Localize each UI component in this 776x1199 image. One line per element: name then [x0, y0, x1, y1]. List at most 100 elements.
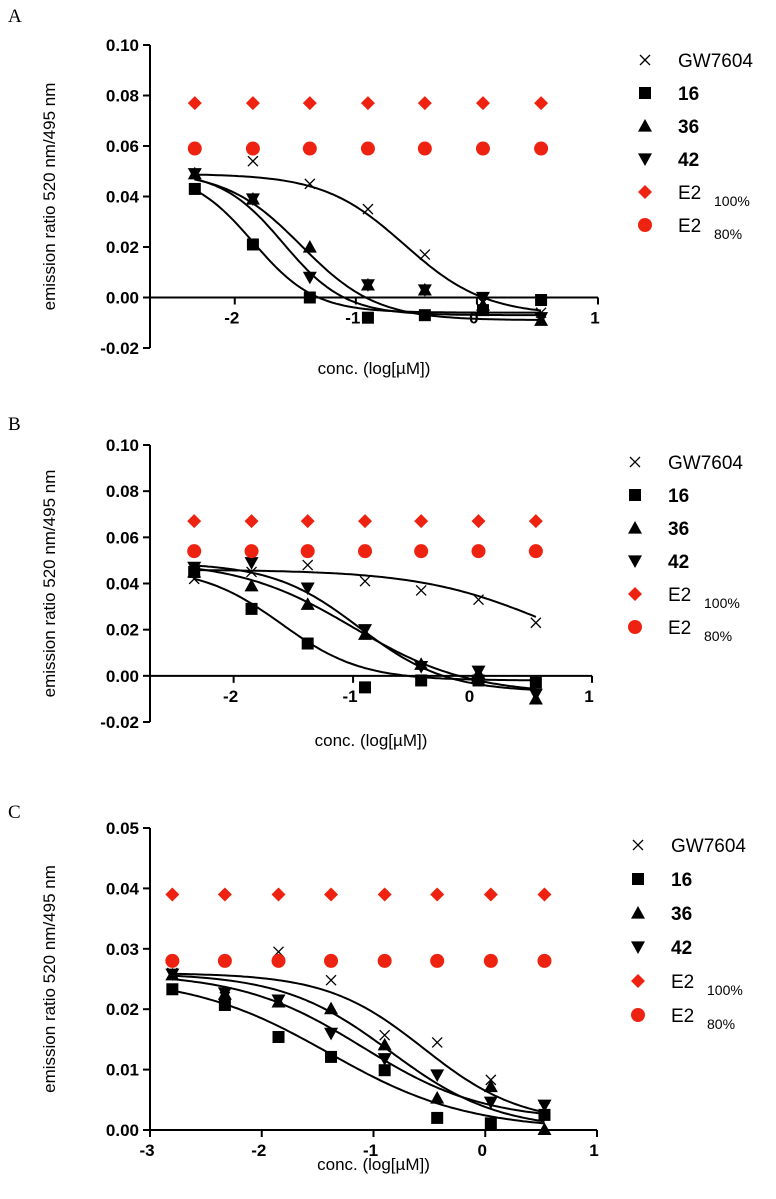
data-point-gw7604: [419, 249, 431, 261]
y-tick-label: 0.06: [106, 528, 139, 547]
legend-label: 16: [671, 870, 692, 891]
data-point-16: [415, 674, 428, 687]
data-point-42: [483, 1096, 498, 1110]
data-point-e2-100-: [537, 887, 552, 902]
x-tick-label: -1: [345, 309, 360, 328]
data-point-e2-80-: [244, 544, 259, 559]
panel-label: A: [8, 6, 22, 27]
data-point-gw7604: [246, 566, 258, 578]
data-point-gw7604: [415, 584, 427, 596]
legend-label-subscript: 80%: [707, 1016, 735, 1032]
legend-marker: [631, 941, 645, 954]
data-point-e2-80-: [475, 141, 490, 156]
fit-curve-16: [172, 989, 545, 1125]
x-tick-label: 1: [589, 1141, 598, 1160]
data-point-e2-80-: [165, 953, 180, 968]
data-point-16: [303, 291, 316, 304]
legend-label: GW7604: [668, 453, 743, 474]
y-tick-label: 0.10: [106, 36, 139, 55]
legend-label: E2: [671, 1006, 694, 1027]
fit-curve-42: [172, 978, 545, 1115]
data-point-e2-100-: [414, 514, 429, 529]
legend-label-subscript: 80%: [704, 628, 732, 644]
data-point-e2-100-: [471, 514, 486, 529]
x-tick-label: 1: [590, 309, 599, 328]
data-point-42: [245, 193, 260, 207]
data-point-42: [244, 557, 259, 570]
data-point-16: [361, 311, 374, 324]
legend-marker: [631, 974, 645, 988]
data-point-42: [165, 968, 180, 982]
data-point-e2-100-: [358, 514, 373, 529]
data-point-36: [324, 1001, 339, 1015]
data-point-42: [430, 1069, 445, 1083]
data-point-e2-80-: [534, 141, 549, 156]
legend-label-subscript: 100%: [714, 193, 750, 209]
data-point-e2-80-: [417, 141, 432, 156]
data-point-42: [417, 284, 432, 297]
y-tick-label: 0.00: [106, 289, 139, 308]
x-axis-title: conc. (log[µM]): [315, 731, 428, 750]
data-point-e2-80-: [302, 141, 317, 156]
data-point-e2-100-: [217, 887, 232, 902]
data-point-16: [246, 238, 259, 251]
y-tick-label: 0.04: [106, 188, 140, 207]
data-point-16: [218, 998, 231, 1011]
data-point-e2-100-: [245, 96, 260, 111]
y-tick-label: 0.08: [106, 87, 139, 106]
legend-marker: [629, 456, 641, 468]
data-point-36: [483, 1079, 498, 1093]
data-point-e2-100-: [300, 514, 315, 529]
y-axis-title: emission ratio 520 nm/495 nm: [40, 470, 59, 698]
data-point-16: [538, 1108, 551, 1121]
data-point-e2-80-: [360, 141, 375, 156]
legend-marker: [639, 87, 651, 99]
data-point-42: [377, 1053, 392, 1066]
data-point-42: [302, 271, 317, 285]
x-tick-label: -3: [139, 1141, 154, 1160]
data-point-16: [272, 1030, 285, 1043]
data-point-36: [302, 240, 317, 253]
y-tick-label: -0.02: [100, 713, 139, 732]
data-point-gw7604: [302, 559, 314, 571]
data-point-42: [271, 994, 286, 1008]
data-point-16: [378, 1064, 391, 1077]
x-tick-label: -1: [343, 687, 358, 706]
data-point-e2-80-: [471, 544, 486, 559]
data-point-16: [188, 182, 201, 195]
data-point-e2-100-: [165, 887, 180, 902]
legend-marker: [638, 119, 652, 132]
y-tick-label: 0.08: [106, 482, 139, 501]
legend-marker: [631, 906, 645, 919]
legend-marker: [631, 1008, 645, 1022]
legend-label: 42: [678, 150, 699, 171]
data-point-gw7604: [247, 155, 259, 167]
data-point-e2-100-: [324, 887, 339, 902]
data-point-16: [484, 1117, 497, 1130]
data-point-e2-100-: [483, 887, 498, 902]
legend-marker: [639, 54, 651, 66]
data-point-e2-80-: [245, 141, 260, 156]
data-point-e2-100-: [187, 96, 202, 111]
data-point-42: [534, 312, 549, 325]
fit-curve-gw7604: [194, 569, 537, 618]
data-point-gw7604: [304, 178, 316, 190]
legend-label: 42: [671, 938, 692, 959]
legend-label: 16: [678, 84, 699, 105]
data-point-e2-80-: [430, 953, 445, 968]
data-point-42: [360, 279, 375, 292]
data-point-e2-100-: [528, 514, 543, 529]
legend-label: 36: [671, 904, 692, 925]
y-tick-label: 0.04: [106, 575, 140, 594]
legend-marker: [632, 839, 644, 851]
x-axis-title: conc. (log[µM]): [317, 1155, 430, 1174]
legend-label-subscript: 80%: [714, 226, 742, 242]
legend: GW7604 16 36 42 E2 100% E2 80%: [638, 51, 753, 242]
data-point-e2-100-: [417, 96, 432, 111]
data-point-42: [187, 561, 202, 575]
legend: GW7604 16 36 42 E2 100% E2 80%: [628, 453, 743, 644]
legend-label-subscript: 100%: [707, 982, 743, 998]
legend-label: E2: [678, 183, 701, 204]
chart-panel-c: C 0.00 0.01 0.02 0.03 0.04 0.05 -3 -2 -1 0 1 conc. (…: [8, 802, 746, 1174]
